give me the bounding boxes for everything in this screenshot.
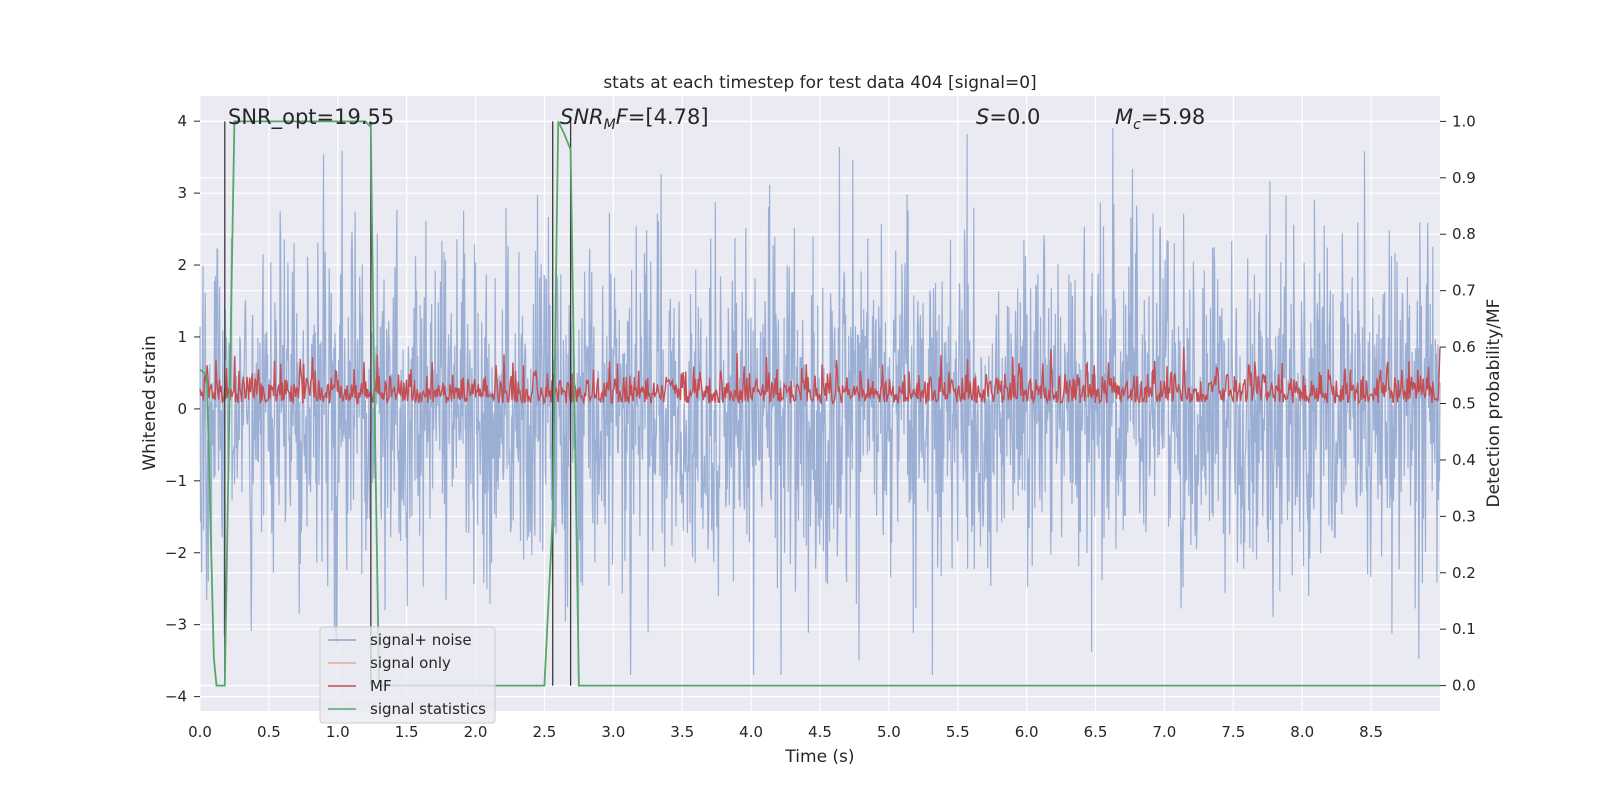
vertical-marker-lines bbox=[224, 121, 572, 686]
y2-tick-label: 0.2 bbox=[1452, 564, 1476, 582]
legend-label-signal-only: signal only bbox=[370, 654, 451, 672]
legend-box bbox=[319, 626, 496, 724]
x-tick-label: 3.5 bbox=[670, 723, 694, 741]
y2-tick-labels: 1.0 0.9 0.8 0.7 0.6 0.5 0.4 0.3 0.2 0.1 0.0 bbox=[1440, 112, 1476, 695]
y-tick-label: −1 bbox=[165, 472, 187, 490]
x-tick-label: 2.0 bbox=[464, 723, 488, 741]
x-tick-label: 0.0 bbox=[188, 723, 212, 741]
y-tick-label: −4 bbox=[165, 688, 187, 706]
x-tick-label: 7.5 bbox=[1221, 723, 1245, 741]
legend-label-signal-statistics: signal statistics bbox=[370, 700, 486, 718]
mf-series bbox=[199, 347, 1441, 406]
y-tick-label: 0 bbox=[177, 400, 187, 418]
x-axis-label: Time (s) bbox=[784, 747, 854, 767]
legend: signal+ noise signal only MF signal stat… bbox=[319, 626, 496, 724]
x-tick-label: 8.0 bbox=[1290, 723, 1314, 741]
x-tick-label: 1.5 bbox=[395, 723, 419, 741]
y-tick-label: −3 bbox=[165, 616, 187, 634]
x-tick-label: 6.0 bbox=[1015, 723, 1039, 741]
y-tick-label: 4 bbox=[177, 112, 187, 130]
snr-mf-f: F bbox=[616, 105, 629, 129]
y2-tick-label: 1.0 bbox=[1452, 112, 1476, 130]
x-tick-label: 4.0 bbox=[739, 723, 763, 741]
legend-label-mf: MF bbox=[370, 677, 392, 695]
s-symbol: S bbox=[976, 105, 989, 129]
mc-value: =5.98 bbox=[1141, 105, 1205, 129]
y2-axis-label: Detection probability/MF bbox=[1484, 299, 1504, 508]
s-value: =0.0 bbox=[989, 105, 1040, 129]
y2-tick-label: 0.4 bbox=[1452, 451, 1476, 469]
x-tick-label: 5.0 bbox=[877, 723, 901, 741]
y2-tick-label: 0.5 bbox=[1452, 395, 1476, 413]
annotation-s: S=0.0 bbox=[976, 105, 1040, 129]
y2-tick-label: 0.1 bbox=[1452, 620, 1476, 638]
y2-tick-label: 0.9 bbox=[1452, 169, 1476, 187]
y-tick-label: −2 bbox=[165, 544, 187, 562]
y-tick-label: 3 bbox=[177, 184, 187, 202]
snr-mf-value: =[4.78] bbox=[628, 105, 709, 129]
x-tick-label: 8.5 bbox=[1359, 723, 1383, 741]
signal-statistics-series bbox=[199, 120, 1440, 687]
mf-line bbox=[199, 347, 1441, 406]
x-tick-label: 0.5 bbox=[257, 723, 281, 741]
y2-tick-label: 0.3 bbox=[1452, 507, 1476, 525]
x-tick-label: 1.0 bbox=[326, 723, 350, 741]
annotation-snr-mf: SNRMF=[4.78] bbox=[560, 105, 709, 133]
y2-tick-label: 0.6 bbox=[1452, 338, 1476, 356]
y-axis-label: Whitened strain bbox=[140, 335, 160, 470]
signal-statistics-line bbox=[199, 120, 1440, 687]
legend-label-signal-noise: signal+ noise bbox=[370, 631, 472, 649]
x-tick-label: 7.0 bbox=[1153, 723, 1177, 741]
y-tick-labels: 4 3 2 1 0 −1 −2 −3 −4 bbox=[165, 112, 200, 706]
x-tick-labels: 0.0 0.5 1.0 1.5 2.0 2.5 3.0 3.5 4.0 4.5 5.0 5.5 6.0 6… bbox=[188, 723, 1383, 741]
annotation-mc: Mc=5.98 bbox=[1115, 105, 1205, 133]
chart-title: stats at each timestep for test data 404… bbox=[603, 73, 1036, 93]
x-tick-label: 5.5 bbox=[946, 723, 970, 741]
y2-tick-label: 0.8 bbox=[1452, 225, 1476, 243]
x-tick-label: 4.5 bbox=[808, 723, 832, 741]
mc-subscript: c bbox=[1133, 117, 1141, 133]
y2-tick-label: 0.7 bbox=[1452, 282, 1476, 300]
annotation-snr-opt: SNR_opt=19.55 bbox=[228, 105, 394, 130]
y-tick-label: 1 bbox=[177, 328, 187, 346]
x-tick-label: 2.5 bbox=[533, 723, 557, 741]
snr-mf-subscript: M bbox=[604, 117, 616, 133]
x-tick-label: 6.5 bbox=[1084, 723, 1108, 741]
mc-symbol: M bbox=[1115, 105, 1133, 129]
x-tick-label: 3.0 bbox=[601, 723, 625, 741]
snr-mf-symbol: SNR bbox=[560, 105, 604, 129]
y-tick-label: 2 bbox=[177, 256, 187, 274]
grid-layer bbox=[199, 96, 1440, 711]
y2-tick-label: 0.0 bbox=[1452, 677, 1476, 695]
